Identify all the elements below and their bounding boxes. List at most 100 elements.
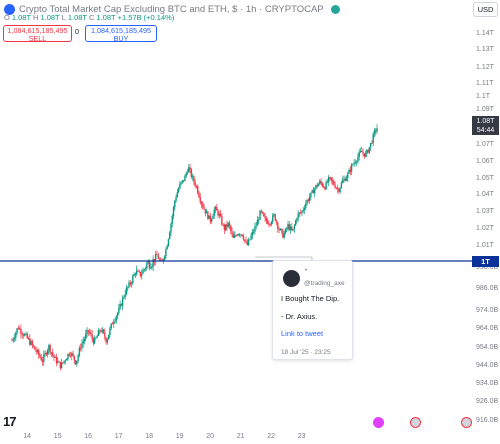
candle-body — [146, 263, 148, 269]
candle-body — [65, 359, 68, 361]
symbol-title-row[interactable]: Crypto Total Market Cap Excluding BTC an… — [4, 2, 340, 16]
candle-body — [169, 232, 171, 239]
candle-body — [308, 197, 311, 201]
candle-body — [137, 270, 139, 272]
time-axis[interactable]: 14 15 16 17 18 19 20 21 22 23 — [0, 430, 472, 444]
candle-body — [210, 219, 213, 222]
candle-body — [241, 234, 243, 236]
candle-body — [254, 226, 256, 232]
price-axis-label: 926.0B — [476, 398, 499, 405]
buy-button[interactable]: 1,084,615,185,495 BUY — [85, 25, 157, 43]
high-label: H — [33, 13, 39, 22]
price-axis-label: 1.09T — [476, 106, 494, 113]
candle-body — [283, 233, 285, 238]
candle-body — [27, 338, 30, 340]
candle-body — [359, 151, 362, 153]
candle-body — [155, 253, 157, 260]
candle-body — [59, 361, 62, 369]
event-icon[interactable] — [373, 417, 384, 428]
candle-body — [115, 316, 117, 321]
tweet-source-dot: • — [305, 268, 308, 274]
candle-body — [284, 228, 287, 234]
candle-body — [175, 197, 177, 201]
candle-body — [354, 162, 357, 164]
bar-countdown: 54:44 — [476, 127, 495, 134]
price-axis-label: 1.03T — [476, 208, 494, 215]
economic-event-flag-icon[interactable] — [410, 417, 421, 428]
candle-body — [227, 222, 229, 227]
candle-body — [195, 185, 198, 187]
candle-body — [352, 164, 354, 166]
candle-body — [57, 361, 59, 364]
candle-body — [364, 153, 367, 157]
tradingview-logo[interactable]: 17 — [3, 414, 17, 429]
candle-body — [12, 339, 14, 341]
tweet-handle: @trading_axe — [304, 280, 345, 287]
tweet-card[interactable]: • @trading_axe I Bought The Dip. - Dr. A… — [272, 260, 353, 360]
tweet-link[interactable]: Link to tweet — [281, 329, 324, 338]
candle-body — [260, 210, 262, 212]
candle-body — [81, 343, 83, 349]
price-axis[interactable]: 1.14T 1.13T 1.12T 1.11T 1.1T 1.09T 1.08T 1.07T 1… — [472, 0, 500, 430]
candle-body — [91, 334, 93, 339]
change-value: +1.57B (+0.14%) — [117, 13, 175, 22]
candle-body — [153, 258, 156, 260]
candle-body — [320, 180, 322, 184]
high-value: 1.08T — [40, 13, 60, 22]
candle-body — [97, 330, 100, 336]
price-axis-label: 1.13T — [476, 46, 494, 53]
candle-body — [240, 234, 242, 236]
candle-body — [50, 352, 53, 354]
time-axis-label: 19 — [175, 433, 184, 440]
candle-body — [224, 224, 227, 231]
candle-body — [68, 353, 70, 356]
price-axis-label: 1.05T — [476, 175, 494, 182]
price-axis-label: 998.0B — [476, 264, 499, 271]
candle-body — [40, 357, 42, 361]
candle-body — [268, 223, 270, 225]
candle-body — [134, 274, 137, 275]
time-axis-label: 20 — [206, 433, 215, 440]
candle-body — [340, 182, 343, 188]
low-value: 1.08T — [67, 13, 87, 22]
candle-body — [264, 216, 266, 219]
candle-body — [174, 200, 176, 208]
candle-body — [249, 239, 251, 241]
candle-body — [194, 181, 196, 186]
candle-body — [311, 190, 313, 193]
candle-body — [344, 178, 346, 181]
candle-body — [157, 254, 159, 259]
candle-body — [32, 345, 35, 347]
candle-body — [333, 181, 335, 185]
currency-button[interactable]: USD — [473, 2, 498, 17]
candle-body — [358, 152, 360, 157]
candle-body — [259, 210, 261, 220]
time-axis-label: 16 — [84, 433, 93, 440]
candle-body — [71, 353, 73, 356]
candle-body — [152, 258, 154, 267]
candle-body — [321, 183, 324, 187]
market-status-icon[interactable] — [330, 4, 340, 14]
candle-body — [95, 337, 97, 339]
candle-body — [228, 222, 231, 226]
candle-body — [263, 213, 265, 217]
candle-body — [247, 239, 250, 246]
economic-event-flag-icon[interactable] — [461, 417, 472, 428]
horizontal-line-price-tag[interactable]: 1T — [472, 256, 499, 267]
candle-body — [302, 209, 304, 212]
candle-body — [221, 216, 223, 225]
candle-body — [62, 362, 64, 364]
tweet-avatar — [283, 270, 300, 287]
candle-body — [17, 328, 20, 330]
candle-body — [110, 323, 112, 329]
candle-body — [324, 187, 326, 190]
candle-body — [371, 142, 373, 144]
candle-body — [176, 192, 179, 198]
candle-body — [230, 225, 232, 231]
sell-button[interactable]: 1,084,615,185,495 SELL — [3, 25, 72, 43]
chart-plot-area[interactable] — [0, 0, 472, 430]
price-axis-label: 1.14T — [476, 30, 494, 37]
candle-body — [279, 228, 282, 231]
candle-body — [31, 341, 34, 346]
candle-body — [111, 323, 114, 325]
